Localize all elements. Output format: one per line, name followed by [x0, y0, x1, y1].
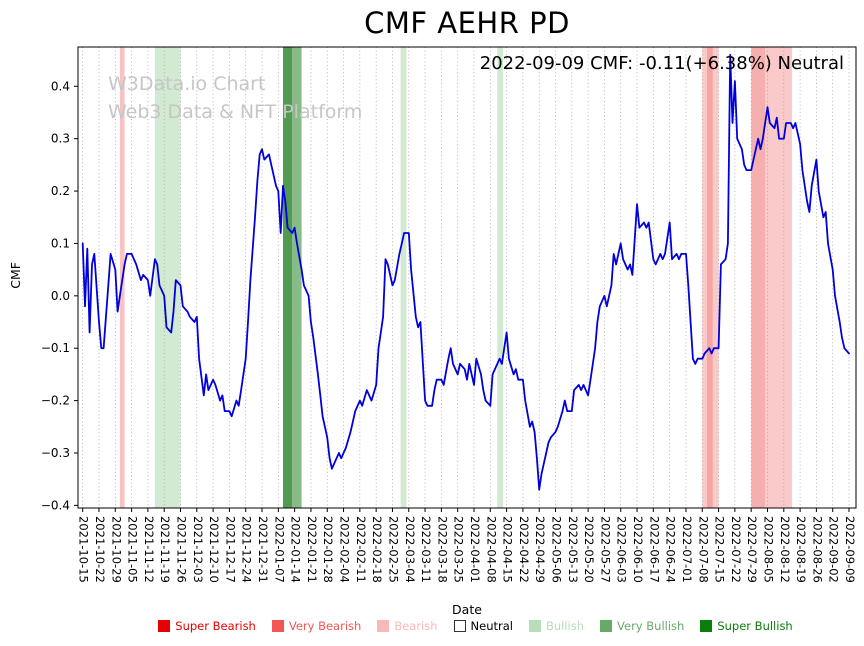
plot-border: [77, 46, 857, 509]
x-tick-label: 2022-02-11: [354, 516, 368, 583]
legend-item-very-bullish: Very Bullish: [600, 619, 684, 633]
x-tick-label: 2021-12-31: [256, 516, 270, 583]
x-tick-label: 2021-11-12: [142, 516, 156, 583]
legend-label-super-bullish: Super Bullish: [717, 619, 793, 633]
legend-label-neutral: Neutral: [470, 619, 513, 633]
legend-swatch-bearish: [377, 620, 390, 632]
x-tick-label: 2022-08-05: [761, 516, 775, 583]
latest-cmf-annotation: 2022-09-09 CMF: -0.11(+6.38%) Neutral: [479, 53, 844, 74]
x-tick-label: 2022-01-21: [305, 516, 319, 583]
x-tick-label: 2022-04-15: [501, 516, 515, 583]
x-tick-label: 2022-01-14: [289, 516, 303, 583]
y-tick-label: −0.1: [41, 341, 70, 355]
x-tick-label: 2022-07-22: [729, 516, 743, 583]
y-tick-label: 0.0: [51, 289, 70, 303]
x-tick-label: 2022-04-01: [468, 516, 482, 583]
x-tick-label: 2022-07-29: [745, 516, 759, 583]
legend-item-neutral: Neutral: [453, 619, 513, 633]
legend-label-very-bullish: Very Bullish: [617, 619, 685, 633]
legend-label-super-bearish: Super Bearish: [175, 619, 256, 633]
x-tick-label: 2022-09-02: [827, 516, 841, 583]
x-tick-label: 2022-04-29: [533, 516, 547, 583]
x-tick-label: 2021-10-15: [77, 516, 91, 583]
x-tick-label: 2022-03-11: [419, 516, 433, 583]
x-tick-label: 2022-05-27: [598, 516, 612, 583]
x-tick-label: 2022-06-10: [631, 516, 645, 583]
legend-item-super-bearish: Super Bearish: [158, 619, 256, 633]
chart-title: CMF AEHR PD: [364, 6, 570, 40]
x-tick-label: 2021-12-10: [207, 516, 221, 583]
x-tick-label: 2022-04-22: [517, 516, 531, 583]
cmf-line: [81, 54, 850, 491]
legend-item-super-bullish: Super Bullish: [700, 619, 793, 633]
x-tick-label: 2022-07-15: [713, 516, 727, 583]
x-tick-label: 2022-05-06: [550, 516, 564, 583]
legend-swatch-bullish: [528, 620, 541, 632]
band-very-bullish: [282, 47, 293, 508]
x-tick-label: 2022-01-28: [321, 516, 335, 583]
x-tick-label: 2022-02-25: [386, 516, 400, 583]
x-tick-label: 2021-11-19: [158, 516, 172, 583]
y-tick-label: 0.4: [51, 79, 70, 93]
x-axis-label: Date: [452, 602, 482, 617]
x-tick-label: 2022-06-24: [664, 516, 678, 583]
x-tick-label: 2021-10-29: [109, 516, 123, 583]
x-tick-label: 2022-03-25: [452, 516, 466, 583]
y-tick-label: 0.3: [51, 132, 70, 146]
band-very-bearish: [751, 47, 766, 508]
legend-label-bearish: Bearish: [394, 619, 438, 633]
x-tick-label: 2022-04-08: [484, 516, 498, 583]
x-tick-label: 2022-08-26: [810, 516, 824, 583]
y-tick-label: −0.2: [41, 394, 70, 408]
y-tick-label: 0.2: [51, 184, 70, 198]
x-tick-label: 2022-02-18: [370, 516, 384, 583]
legend-swatch-very-bullish: [600, 620, 613, 632]
x-tick-label: 2022-08-19: [794, 516, 808, 583]
legend-swatch-super-bullish: [700, 620, 713, 632]
legend-item-bullish: Bullish: [528, 619, 585, 633]
y-axis-label: CMF: [8, 262, 23, 289]
x-tick-label: 2022-05-20: [582, 516, 596, 583]
y-tick-label: −0.4: [41, 498, 70, 512]
legend: Super Bearish Very Bearish Bearish Neutral B…: [95, 619, 856, 633]
x-tick-label: 2022-05-13: [566, 516, 580, 583]
band-bullish: [292, 47, 302, 508]
x-tick-label: 2022-07-01: [680, 516, 694, 583]
band-bullish: [497, 47, 504, 508]
x-tick-label: 2021-11-05: [126, 516, 140, 583]
x-tick-label: 2021-12-03: [191, 516, 205, 583]
x-tick-label: 2021-11-26: [174, 516, 188, 583]
x-tick-label: 2021-12-17: [223, 516, 237, 583]
legend-label-very-bearish: Very Bearish: [288, 619, 362, 633]
legend-item-very-bearish: Very Bearish: [271, 619, 362, 633]
x-tick-label: 2021-12-24: [240, 516, 254, 583]
y-tick-label: −0.3: [41, 446, 70, 460]
legend-item-bearish: Bearish: [377, 619, 438, 633]
x-tick-label: 2021-10-22: [93, 516, 107, 583]
x-tick-label: 2022-03-18: [435, 516, 449, 583]
x-tick-label: 2022-08-12: [778, 516, 792, 583]
legend-swatch-neutral: [453, 620, 466, 632]
legend-swatch-super-bearish: [158, 620, 171, 632]
legend-label-bullish: Bullish: [545, 619, 585, 633]
y-tick-label: 0.1: [51, 236, 70, 250]
legend-swatch-very-bearish: [271, 620, 284, 632]
x-tick-label: 2022-07-08: [696, 516, 710, 583]
x-tick-label: 2022-06-17: [647, 516, 661, 583]
band-very-bearish: [706, 47, 713, 508]
x-tick-label: 2022-09-09: [843, 516, 857, 583]
x-tick-label: 2022-06-03: [615, 516, 629, 583]
x-tick-label: 2022-01-07: [272, 516, 286, 583]
x-tick-label: 2022-03-04: [403, 516, 417, 583]
x-tick-label: 2022-02-04: [338, 516, 352, 583]
band-bullish: [400, 47, 407, 508]
